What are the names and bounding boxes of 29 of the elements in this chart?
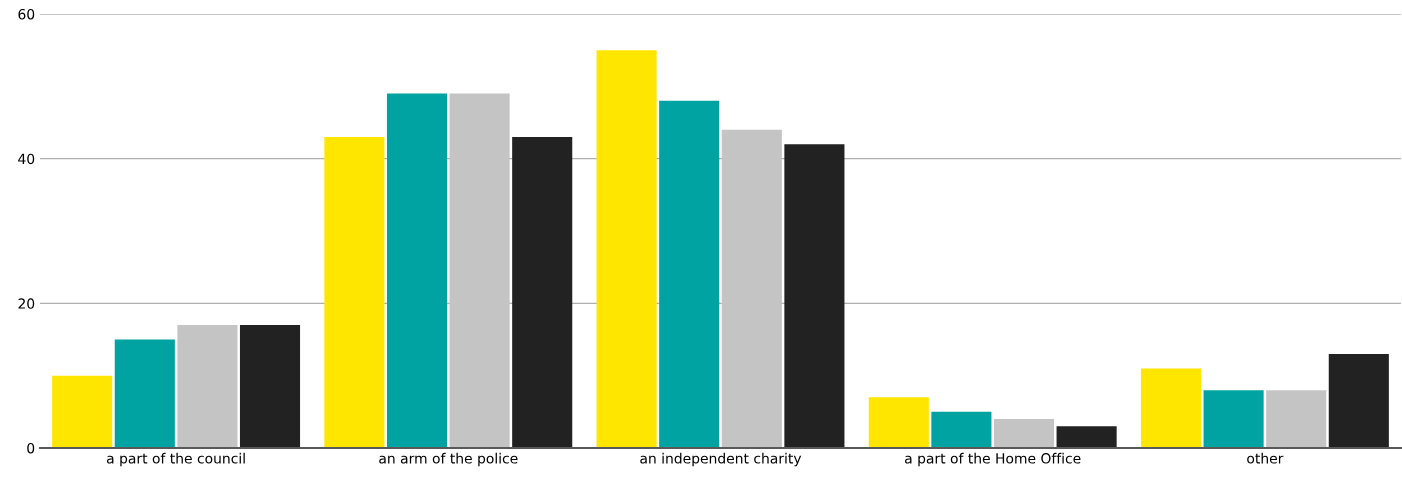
bar <box>1328 353 1389 448</box>
bar <box>449 93 510 448</box>
bar <box>1266 390 1327 448</box>
bar <box>512 136 573 448</box>
y-tick-label: 60 <box>18 8 35 20</box>
bar <box>1056 426 1117 448</box>
bar <box>868 397 929 448</box>
x-tick-label: an arm of the police <box>379 452 518 467</box>
bar <box>993 419 1055 448</box>
bar <box>52 375 113 448</box>
x-tick-label: a part of the Home Office <box>905 452 1081 467</box>
bar <box>386 93 448 448</box>
bar <box>1203 390 1264 448</box>
bar <box>1140 368 1202 448</box>
bar <box>721 129 782 448</box>
bar <box>659 100 720 448</box>
x-tick-label: an independent charity <box>640 452 802 467</box>
bar <box>596 50 657 448</box>
bar <box>177 325 238 448</box>
bar <box>931 411 992 448</box>
y-tick-label: 40 <box>18 153 35 165</box>
y-tick-label: 20 <box>18 298 35 309</box>
x-tick-label: a part of the council <box>106 452 245 467</box>
x-tick-label: other <box>1247 452 1284 464</box>
bar <box>324 136 385 448</box>
bar <box>239 325 301 448</box>
bar <box>114 339 175 448</box>
y-tick-label: 0 <box>27 442 35 454</box>
bar <box>784 144 845 448</box>
